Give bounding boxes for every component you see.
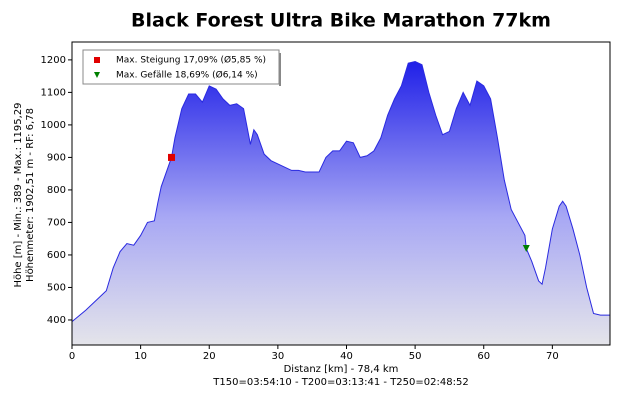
y-tick-label: 1100: [41, 87, 66, 98]
x-tick-label: 40: [340, 351, 353, 362]
x-tick-label: 0: [69, 351, 75, 362]
legend-shadow: [279, 53, 281, 86]
x-tick-label: 70: [546, 351, 559, 362]
x-tick-label: 20: [203, 351, 216, 362]
y-axis-label: Höhe [m] - Min.: 389 - Max.: 1195,29: [13, 102, 24, 287]
x-axis-label: Distanz [km] - 78,4 km: [284, 364, 399, 375]
x-tick-label: 10: [134, 351, 147, 362]
y-tick-label: 500: [47, 282, 66, 293]
y-tick-label: 1200: [41, 55, 66, 66]
area: [72, 61, 610, 345]
legend-symbol: [94, 72, 100, 78]
y-tick-label: 700: [47, 217, 66, 228]
x-tick-label: 60: [477, 351, 490, 362]
legend-label: Max. Steigung 17,09% (Ø5,85 %): [116, 55, 266, 66]
x-tick-label: 30: [272, 351, 285, 362]
marker: [522, 244, 530, 252]
y-axis-label: Höhenmeter: 1902,51 m - RF: 6,78: [25, 108, 36, 282]
legend-symbol: [94, 57, 100, 63]
legend-label: Max. Gefälle 18,69% (Ø6,14 %): [116, 70, 258, 81]
plot-frame: [71, 41, 611, 346]
y-tick-label: 600: [47, 250, 66, 261]
y-tick-label: 1000: [41, 120, 66, 131]
y-tick-label: 800: [47, 185, 66, 196]
marker: [168, 153, 176, 161]
chart-title: Black Forest Ultra Bike Marathon 77km: [131, 10, 551, 32]
x-axis-label: T150=03:54:10 - T200=03:13:41 - T250=02:…: [212, 377, 468, 388]
y-tick-label: 400: [47, 315, 66, 326]
y-tick-label: 900: [47, 152, 66, 163]
x-tick-label: 50: [409, 351, 422, 362]
